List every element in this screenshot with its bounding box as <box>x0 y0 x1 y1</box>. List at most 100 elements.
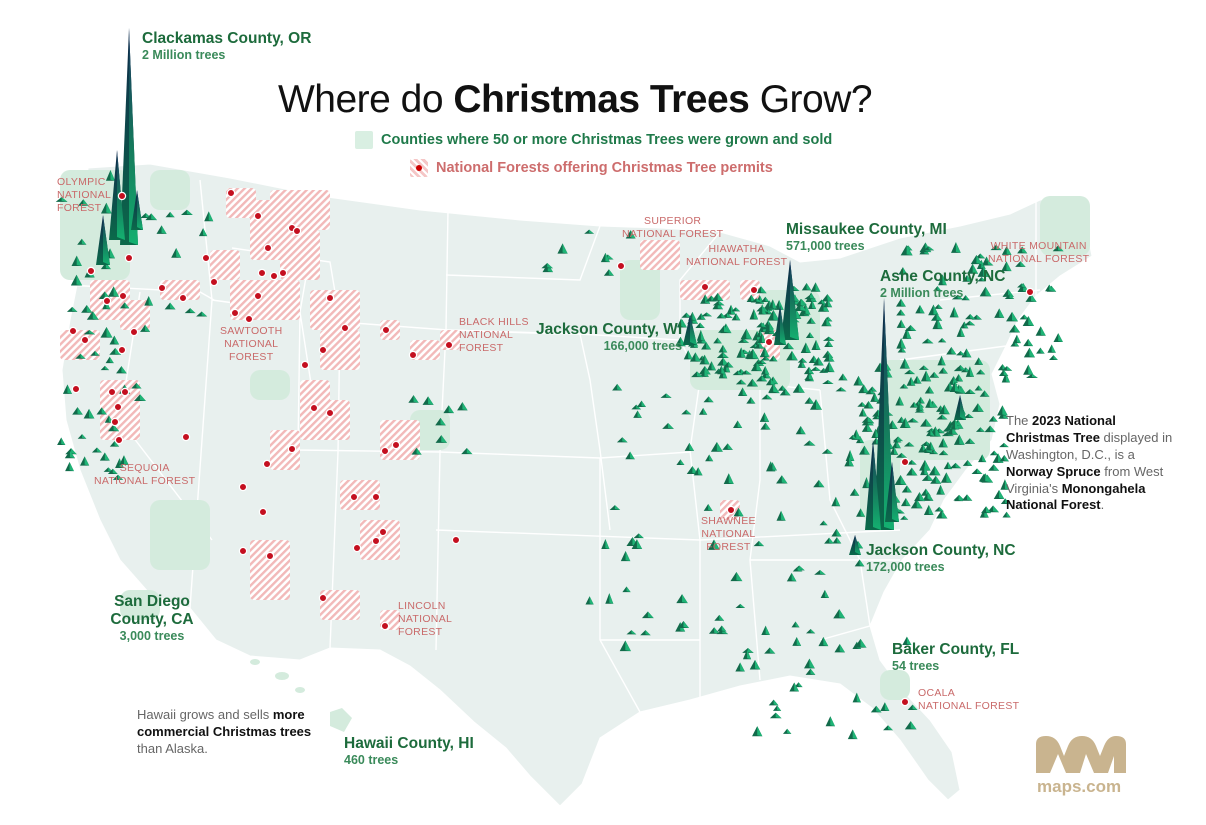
tree-spike <box>810 282 821 292</box>
tree-spike <box>926 441 935 451</box>
tree-spike <box>751 361 763 372</box>
tree-spike <box>742 649 752 660</box>
tree-spike <box>736 347 746 358</box>
tree-spike <box>914 492 925 502</box>
tree-spike <box>1023 338 1034 347</box>
tree-spike <box>660 393 672 398</box>
tree-spike <box>934 304 943 309</box>
forest-dot <box>107 387 117 397</box>
tree-spike <box>760 371 772 379</box>
tree-spike <box>737 387 748 397</box>
tree-spike <box>171 248 182 258</box>
tree-spike <box>871 428 880 439</box>
tree-spike <box>804 375 814 380</box>
forest-dot <box>262 459 272 469</box>
county-label-san-diego: San Diego County, CA 3,000 trees <box>110 593 194 644</box>
tree-spike <box>924 386 935 394</box>
tree-spike <box>733 420 743 428</box>
hawaii-note: Hawaii grows and sells more commercial C… <box>137 707 327 758</box>
county-label-ashe: Ashe County, NC 2 Million trees <box>880 268 1005 301</box>
tree-spike <box>906 467 918 476</box>
tree-spike <box>1045 284 1054 292</box>
tree-spike <box>714 614 725 621</box>
tree-spike <box>923 492 932 500</box>
tree-spike <box>786 572 797 582</box>
tree-spike <box>858 384 870 394</box>
forest-dot <box>114 435 124 445</box>
tree-spike <box>637 400 646 407</box>
tree-spike <box>964 389 976 395</box>
tree-spike <box>961 295 970 301</box>
tree-spike <box>600 252 610 263</box>
tree-spike <box>988 415 998 422</box>
forest-line: SEQUOIA <box>119 462 170 474</box>
tree-spike <box>954 373 964 382</box>
county-label-jackson-wi: Jackson County, WI 166,000 trees <box>536 321 682 354</box>
featured-spike <box>683 315 697 345</box>
county-value: 172,000 trees <box>866 559 945 574</box>
tree-spike <box>740 328 753 340</box>
featured-spike <box>131 190 143 230</box>
tree-spike <box>105 356 114 364</box>
forest-dot <box>80 335 90 345</box>
tree-spike <box>622 586 631 593</box>
forest-label-superior: SUPERIOR NATIONAL FOREST <box>622 215 723 241</box>
tree-spike <box>769 712 782 719</box>
tree-spike <box>904 324 917 331</box>
forest-line: HIAWATHA <box>708 243 765 255</box>
title-part2: Grow? <box>749 78 873 121</box>
tree-spike <box>984 425 996 433</box>
forest-dot <box>287 444 297 454</box>
tree-spike <box>65 448 77 455</box>
hawaii-islands <box>250 659 352 732</box>
forest-area <box>230 280 300 320</box>
county-area <box>1040 196 1090 256</box>
tree-spike <box>733 507 744 517</box>
tree-spike <box>795 426 806 435</box>
county-value: 2 Million trees <box>142 47 226 62</box>
tree-spike <box>801 282 812 291</box>
county-name: Clackamas County, OR <box>142 30 312 47</box>
forest-dot <box>201 253 211 263</box>
forest-dot <box>292 226 302 236</box>
forest-dot <box>900 457 910 467</box>
forest-dot <box>226 188 236 198</box>
forest-dot <box>118 291 128 301</box>
tree-spike <box>821 294 834 302</box>
forest-line: NATIONAL FOREST <box>918 700 1020 713</box>
note-bold: more commercial Christmas trees <box>137 707 312 739</box>
tree-spike <box>717 365 726 375</box>
tree-spike <box>753 343 765 349</box>
forest-label-hiawatha: HIAWATHA NATIONAL FOREST <box>686 243 787 269</box>
forest-area <box>270 430 300 470</box>
tree-spike <box>806 317 816 324</box>
tree-spike <box>435 417 446 426</box>
tree-spike <box>938 437 948 448</box>
tree-spike <box>541 262 553 269</box>
tree-spike <box>684 442 695 451</box>
tree-spike <box>699 354 710 365</box>
tree-spike <box>964 320 976 326</box>
tree-spike <box>759 346 770 358</box>
forest-label-ocala: OCALA NATIONAL FOREST <box>918 687 1019 713</box>
tree-spike <box>954 495 963 502</box>
county-name: Ashe County, NC <box>880 268 1006 285</box>
tree-spike <box>755 286 767 294</box>
forest-label-olympic: OLYMPIC NATIONAL FOREST <box>57 176 111 215</box>
tree-spike <box>196 311 208 317</box>
brand-name[interactable]: maps.com <box>1037 777 1122 796</box>
tree-spike <box>681 312 692 318</box>
tree-spike <box>779 388 791 396</box>
forest-dot <box>110 417 120 427</box>
tree-spike <box>900 515 909 520</box>
tree-spike <box>919 459 931 471</box>
forest-dot <box>129 327 139 337</box>
featured-spike <box>96 215 110 265</box>
tree-spike <box>626 630 637 635</box>
forest-area <box>640 240 680 270</box>
tree-spike <box>760 365 770 375</box>
tree-spike <box>808 299 817 309</box>
tree-spike <box>691 371 703 378</box>
tree-spike <box>64 450 76 459</box>
tree-spike <box>956 350 966 356</box>
